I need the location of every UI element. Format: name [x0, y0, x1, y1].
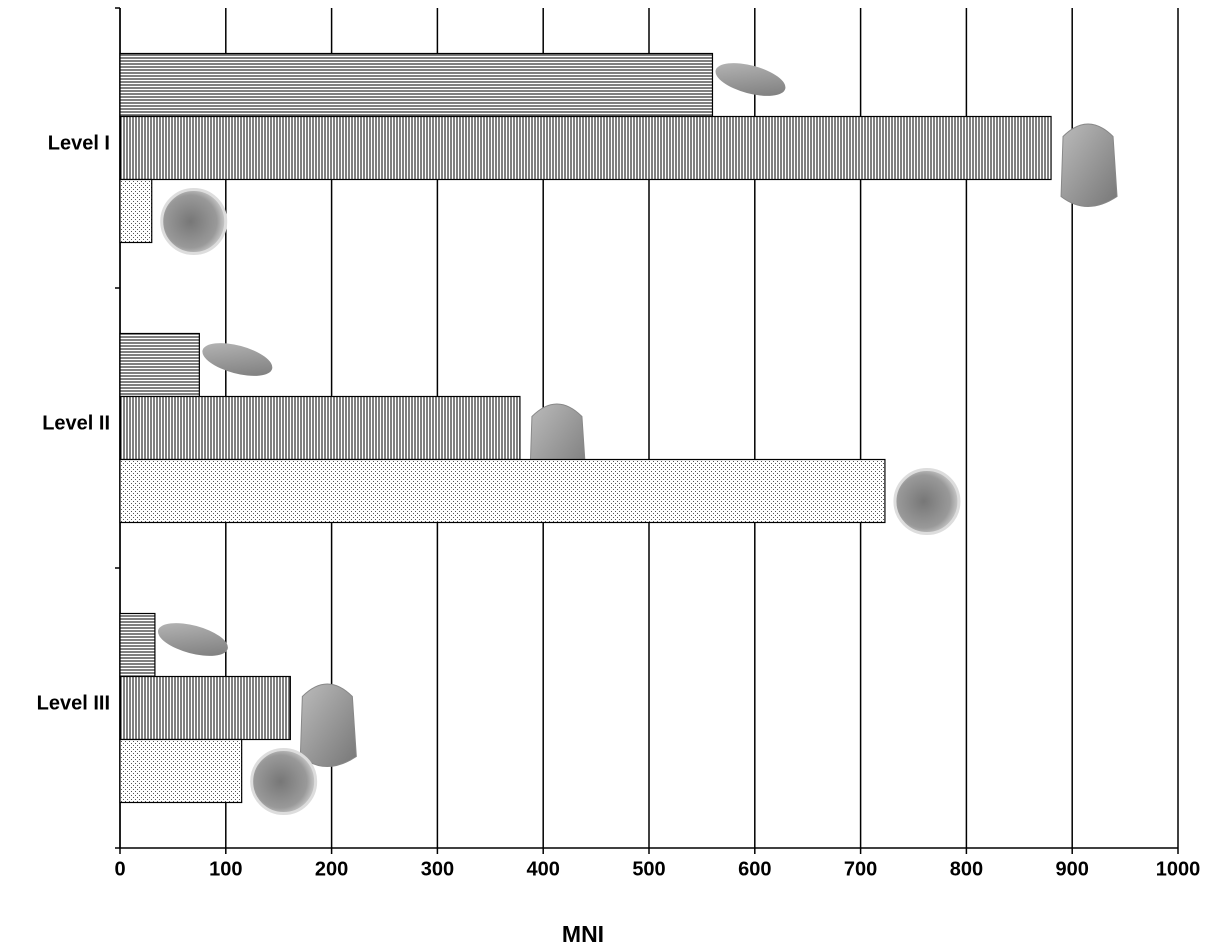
- shell-icon: [162, 190, 226, 254]
- x-tick-label: 500: [632, 858, 665, 880]
- bar: [120, 740, 242, 803]
- category-label: Level III: [37, 692, 110, 714]
- page: MNI 0 100 200 300 400 500 600 700 800 900 1000 Leve…: [0, 0, 1214, 949]
- shell-icon: [300, 684, 356, 767]
- bar: [120, 614, 155, 677]
- x-tick-label: 300: [421, 858, 454, 880]
- bar: [120, 334, 199, 397]
- shell-icon: [895, 470, 959, 534]
- shell-icon: [712, 57, 789, 103]
- bar: [120, 460, 885, 523]
- shell-icon: [155, 617, 232, 663]
- bar: [120, 677, 290, 740]
- x-tick-label: 800: [950, 858, 983, 880]
- x-tick-label: 700: [844, 858, 877, 880]
- bar: [120, 117, 1051, 180]
- shell-icon: [252, 750, 316, 814]
- bar: [120, 54, 712, 117]
- bar: [120, 397, 520, 460]
- shell-icon: [199, 337, 276, 383]
- x-tick-label: 100: [209, 858, 242, 880]
- chart: MNI 0 100 200 300 400 500 600 700 800 900 1000 Leve…: [0, 0, 1214, 949]
- x-tick-label: 600: [738, 858, 771, 880]
- x-tick-label: 900: [1056, 858, 1089, 880]
- x-tick-label: 0: [114, 858, 125, 880]
- x-tick-label: 1000: [1156, 858, 1201, 880]
- shell-icon: [1061, 124, 1117, 207]
- category-label: Level I: [48, 132, 110, 154]
- category-label: Level II: [42, 412, 110, 434]
- x-tick-label: 200: [315, 858, 348, 880]
- bar: [120, 180, 152, 243]
- x-tick-label: 400: [527, 858, 560, 880]
- x-axis-title: MNI: [562, 921, 604, 947]
